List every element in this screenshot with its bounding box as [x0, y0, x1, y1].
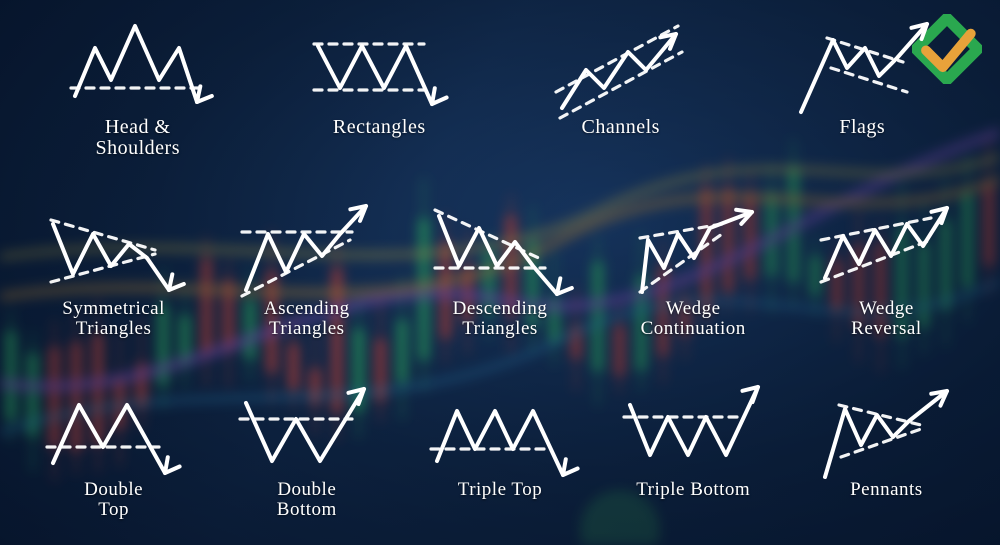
pattern-label: Wedge Reversal [851, 299, 921, 339]
pattern-sketch [801, 200, 971, 305]
pattern-label: Pennants [850, 480, 923, 500]
pattern-sketch [294, 18, 464, 123]
stage: Head & Shoulders Rectangles Channels Flags S… [0, 0, 1000, 545]
patterns-row-1: Head & Shoulders Rectangles Channels Flags [0, 0, 1000, 182]
pattern-label: Rectangles [333, 117, 426, 138]
pattern-label: Descending Triangles [453, 299, 548, 339]
pattern-sketch [222, 381, 392, 486]
pattern-sketch [801, 381, 971, 486]
pattern-rectangles: Rectangles [264, 18, 496, 160]
pattern-channels: Channels [505, 18, 737, 160]
pattern-sketch [53, 18, 223, 123]
pattern-sketch [222, 200, 392, 305]
patterns-row-2: Symmetrical Triangles Ascending Triangles… [0, 182, 1000, 364]
patterns-row-3: Double Top Double Bottom Triple Top Triple … [0, 363, 1000, 545]
pattern-label: Triple Bottom [636, 480, 750, 500]
pattern-head-shoulders: Head & Shoulders [22, 18, 254, 160]
pattern-triple-bottom: Triple Bottom [602, 381, 785, 523]
pattern-label: Double Bottom [277, 480, 337, 520]
pattern-label: Head & Shoulders [96, 117, 181, 159]
pattern-sketch [608, 381, 778, 486]
pattern-desc-triangles: Descending Triangles [408, 200, 591, 342]
pattern-label: Wedge Continuation [641, 299, 746, 339]
pattern-wedge-rev: Wedge Reversal [795, 200, 978, 342]
pattern-flags: Flags [747, 18, 979, 160]
pattern-label: Channels [582, 117, 660, 138]
pattern-sketch [536, 18, 706, 123]
pattern-label: Ascending Triangles [264, 299, 350, 339]
pattern-sketch [608, 200, 778, 305]
pattern-sym-triangles: Symmetrical Triangles [22, 200, 205, 342]
pattern-sketch [415, 381, 585, 486]
pattern-label: Triple Top [458, 480, 542, 500]
pattern-triple-top: Triple Top [408, 381, 591, 523]
pattern-sketch [777, 18, 947, 123]
pattern-sketch [29, 381, 199, 486]
pattern-label: Double Top [84, 480, 143, 520]
pattern-label: Symmetrical Triangles [62, 299, 165, 339]
pattern-sketch [415, 200, 585, 305]
pattern-wedge-cont: Wedge Continuation [602, 200, 785, 342]
pattern-asc-triangles: Ascending Triangles [215, 200, 398, 342]
pattern-double-bottom: Double Bottom [215, 381, 398, 523]
pattern-pennants: Pennants [795, 381, 978, 523]
pattern-label: Flags [839, 117, 885, 138]
pattern-sketch [29, 200, 199, 305]
pattern-double-top: Double Top [22, 381, 205, 523]
